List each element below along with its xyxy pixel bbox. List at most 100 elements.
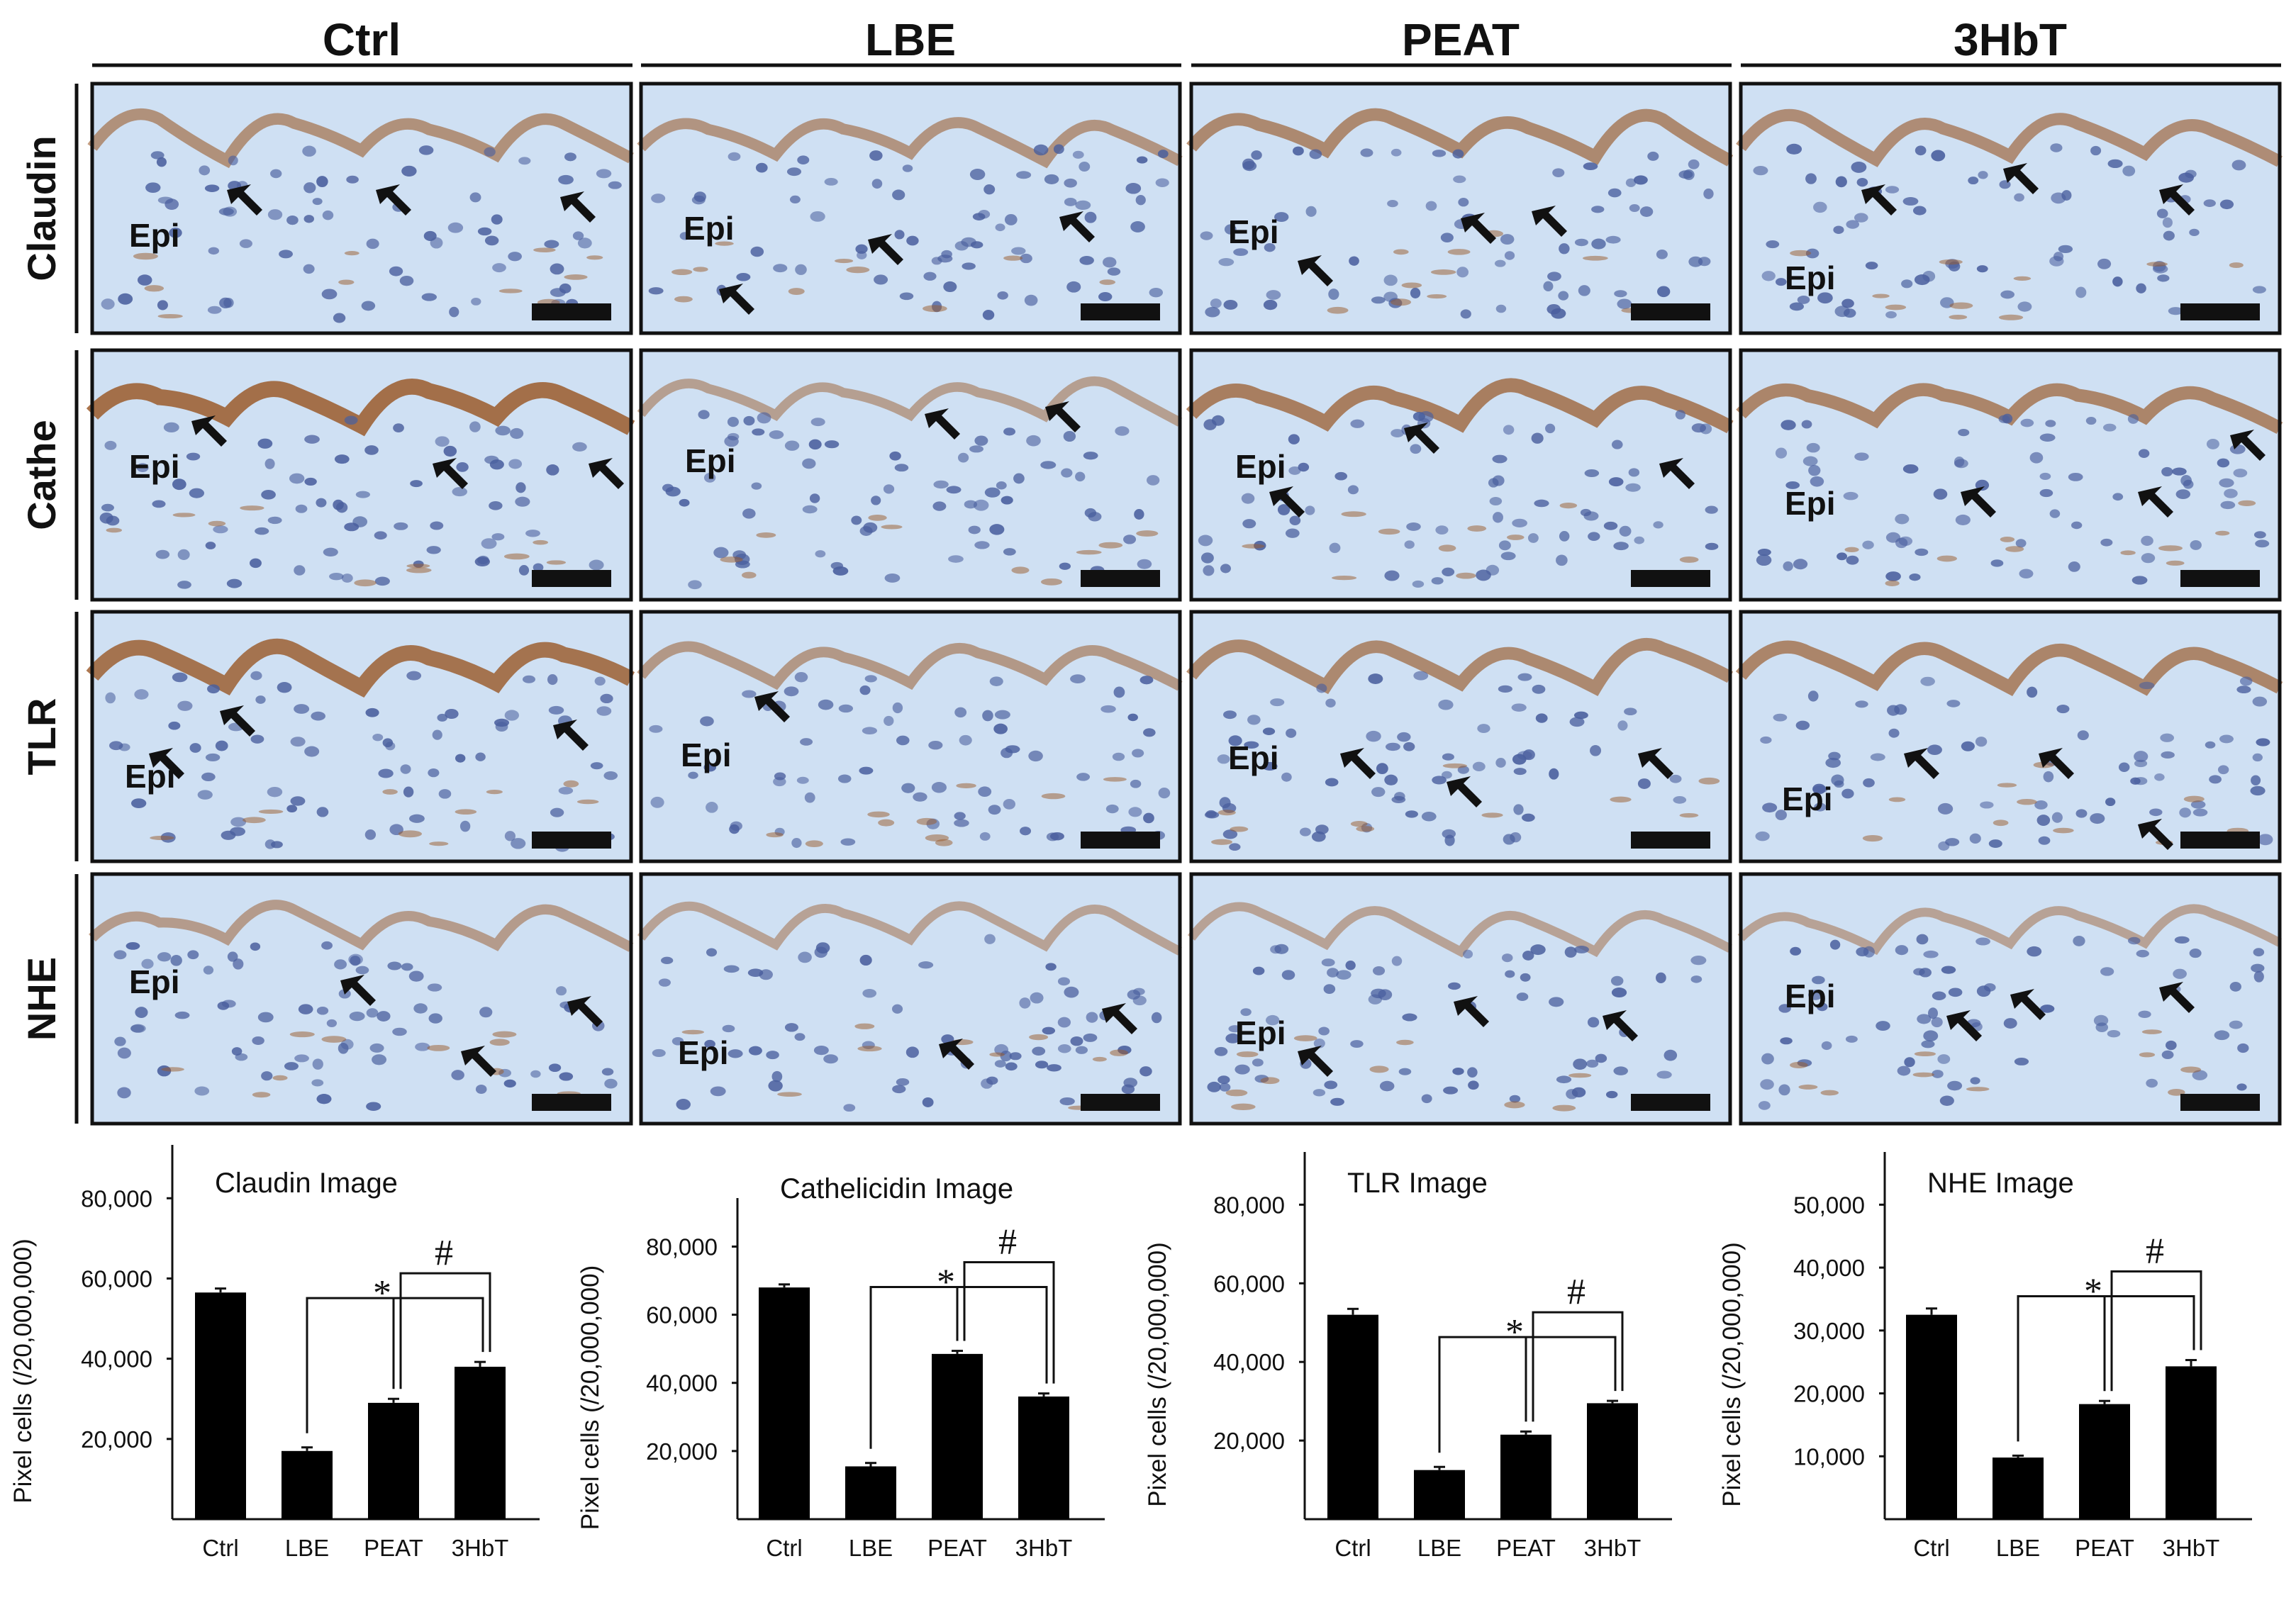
micrograph-border <box>90 872 633 1126</box>
chart-title: TLR Image <box>1347 1168 1488 1199</box>
cell-nucleus <box>316 807 329 817</box>
cell-nucleus <box>1885 571 1901 581</box>
cell-nucleus <box>1760 1079 1774 1090</box>
arrow-icon <box>567 996 603 1027</box>
cell-nucleus <box>1070 1036 1083 1046</box>
cell-nucleus <box>1516 992 1529 1002</box>
cell-nucleus <box>1932 1070 1944 1078</box>
cell-nucleus <box>1851 161 1867 173</box>
cell-nucleus <box>382 738 394 748</box>
cell-nucleus <box>290 796 306 806</box>
cell-nucleus <box>1046 832 1059 841</box>
cell-nucleus <box>964 500 978 509</box>
stained-fiber <box>854 1023 875 1029</box>
cell-nucleus <box>1456 267 1469 278</box>
cell-nucleus <box>109 741 123 751</box>
cell-nucleus <box>1032 1046 1046 1056</box>
cell-nucleus <box>207 684 220 694</box>
cell-nucleus <box>427 983 442 992</box>
cell-nucleus <box>728 1049 743 1058</box>
cell-nucleus <box>1920 676 1935 686</box>
cell-nucleus <box>1637 778 1651 789</box>
stained-fiber <box>1442 763 1468 768</box>
cell-nucleus <box>804 792 815 803</box>
cell-nucleus <box>1438 699 1454 710</box>
cell-nucleus <box>2100 967 2114 976</box>
cell-nucleus <box>399 275 414 286</box>
stained-fiber <box>1076 549 1102 555</box>
cell-nucleus <box>1493 512 1503 523</box>
bar-peat <box>932 1353 983 1519</box>
stratum-corneum-stain <box>637 376 1183 427</box>
cell-nucleus <box>600 693 613 704</box>
cell-nucleus <box>2157 274 2170 282</box>
cell-nucleus <box>1498 685 1512 693</box>
cell-nucleus <box>2233 469 2248 478</box>
cell-nucleus <box>1775 810 1787 821</box>
cell-nucleus <box>1075 471 1086 482</box>
stained-fiber <box>741 571 757 579</box>
cell-nucleus <box>546 464 559 476</box>
cell-nucleus <box>784 440 800 451</box>
stained-fiber <box>1356 826 1375 832</box>
cell-nucleus <box>492 263 506 273</box>
cell-nucleus <box>1371 988 1386 999</box>
cell-nucleus <box>2256 738 2270 746</box>
cell-nucleus <box>1410 287 1421 298</box>
arrow-icon <box>433 458 468 489</box>
cell-nucleus <box>1289 515 1301 525</box>
y-axis-label: Pixel cells (/20,000,000) <box>1718 1242 1746 1507</box>
cell-nucleus <box>751 482 762 490</box>
cell-nucleus <box>1313 1089 1326 1097</box>
bar-3hbt <box>1587 1403 1638 1519</box>
cell-nucleus <box>995 223 1005 232</box>
cell-nucleus <box>421 293 438 301</box>
cell-nucleus <box>548 705 564 715</box>
cell-nucleus <box>284 1062 299 1070</box>
y-tick-label: 10,000 <box>1793 1443 1865 1470</box>
stratum-corneum-stain <box>637 641 1183 691</box>
stained-fiber <box>834 259 854 264</box>
cell-nucleus <box>1835 176 1847 188</box>
y-tick-label: 40,000 <box>646 1370 718 1397</box>
cell-nucleus <box>1324 1080 1338 1090</box>
stained-fiber <box>1003 255 1023 261</box>
cell-nucleus <box>982 310 995 320</box>
stained-fiber <box>2166 560 2185 566</box>
cell-nucleus <box>1595 1053 1607 1063</box>
stained-fiber <box>1041 793 1066 800</box>
cell-nucleus <box>972 213 986 220</box>
cell-nucleus <box>1558 291 1569 301</box>
cell-nucleus <box>137 274 152 286</box>
cell-nucleus <box>1123 1078 1138 1088</box>
cell-nucleus <box>1061 468 1073 478</box>
cell-nucleus <box>989 676 1003 686</box>
cell-nucleus <box>572 442 587 452</box>
cell-nucleus <box>364 829 377 840</box>
stained-fiber <box>563 780 579 788</box>
cell-nucleus <box>2224 488 2238 498</box>
cell-nucleus <box>1834 780 1844 788</box>
cell-nucleus <box>130 798 147 808</box>
cell-nucleus <box>163 422 179 433</box>
cell-nucleus <box>1841 298 1854 308</box>
cell-nucleus <box>2149 808 2163 817</box>
cell-nucleus <box>894 230 905 240</box>
micrograph-background <box>641 874 1180 1124</box>
cell-nucleus <box>1590 744 1602 756</box>
stained-fiber <box>406 567 432 574</box>
cell-nucleus <box>1347 485 1359 495</box>
cell-nucleus <box>1305 206 1317 217</box>
stained-fiber <box>546 560 567 565</box>
cell-nucleus <box>650 796 664 808</box>
significance-bracket-star <box>1438 1336 1617 1453</box>
cell-nucleus <box>1222 829 1238 839</box>
cell-nucleus <box>2161 1050 2174 1060</box>
cell-nucleus <box>1937 1054 1951 1064</box>
cell-nucleus <box>730 821 742 831</box>
cell-nucleus <box>366 238 379 250</box>
micrograph-border <box>90 610 633 863</box>
arrow-icon <box>2230 430 2266 461</box>
cell-nucleus <box>2068 561 2080 572</box>
micrograph-nhe-peat: Epi <box>1187 872 1732 1126</box>
